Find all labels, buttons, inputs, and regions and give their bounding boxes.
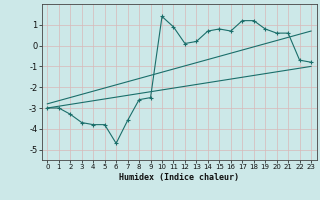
X-axis label: Humidex (Indice chaleur): Humidex (Indice chaleur) <box>119 173 239 182</box>
